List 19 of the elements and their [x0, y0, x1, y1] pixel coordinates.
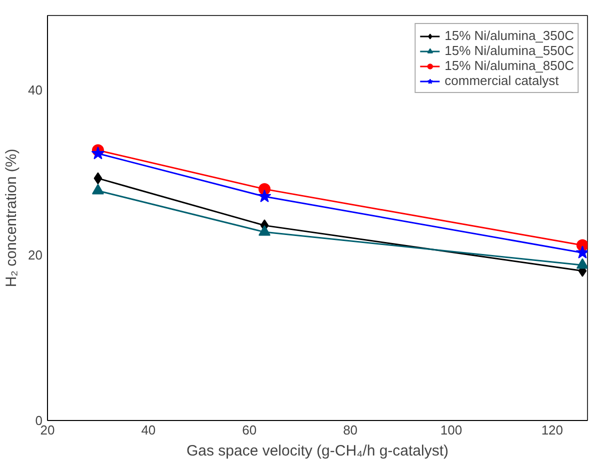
point	[576, 258, 588, 269]
point	[91, 146, 105, 160]
legend-label: 15% Ni/alumina_350C	[444, 28, 574, 43]
x-tick-label: 100	[440, 422, 462, 438]
y-tick-label: 40	[28, 82, 43, 98]
legend-label: 15% Ni/alumina_850C	[444, 58, 574, 73]
legend-label: commercial catalyst	[444, 73, 559, 88]
x-tick-label: 80	[343, 422, 358, 438]
x-tick-label: 40	[141, 422, 156, 438]
point	[258, 190, 272, 202]
x-axis-title: Gas space velocity (g-CH₄/h g-catalyst)	[186, 442, 449, 460]
x-tick-label: 120	[541, 422, 564, 438]
y-axis-title: H₂ concentration (%)	[3, 148, 20, 288]
point	[92, 184, 104, 194]
x-tick-label: 60	[242, 422, 257, 438]
point	[258, 225, 271, 236]
legend-label: 15% Ni/alumina_550C	[444, 43, 574, 58]
y-tick-label: 20	[28, 248, 43, 263]
point	[94, 172, 102, 184]
